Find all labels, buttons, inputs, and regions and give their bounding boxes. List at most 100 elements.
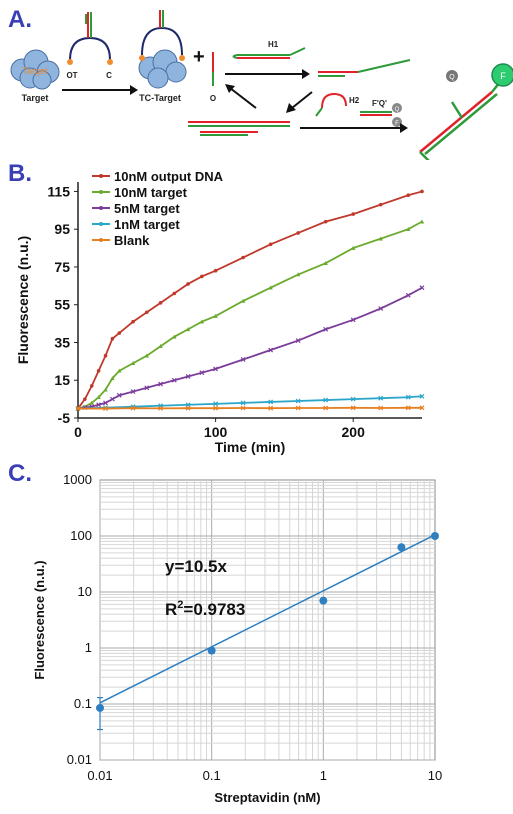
h1-hairpin-graphic <box>232 47 306 59</box>
r-squared-prefix: R <box>165 600 177 619</box>
y-tick-label: 1000 <box>63 472 92 487</box>
data-point <box>419 393 425 399</box>
data-point <box>158 344 163 349</box>
data-point <box>405 405 411 411</box>
data-point <box>158 405 163 411</box>
recycle-arrow-head <box>225 84 235 93</box>
o-h1-duplex-graphic <box>318 59 411 77</box>
data-point <box>351 245 356 250</box>
y-tick-label: 35 <box>54 334 70 350</box>
data-point <box>158 301 163 305</box>
data-point <box>172 291 177 296</box>
data-point <box>323 219 328 224</box>
panel-a-letter: A. <box>8 6 32 33</box>
data-point <box>96 395 101 400</box>
data-point <box>103 406 108 411</box>
y-tick-label: 55 <box>54 297 70 313</box>
y-tick-label: -5 <box>58 410 71 426</box>
data-point <box>199 319 205 324</box>
data-point <box>200 274 204 279</box>
data-point <box>199 370 205 376</box>
legend-label-2: 5nM target <box>114 201 180 216</box>
calibration-chart: 0.01 0.1 1 10 0.01 0.1 1 10 100 1000 Streptavidin … <box>32 472 442 805</box>
data-point <box>171 377 177 383</box>
y-tick-label: 0.01 <box>67 752 92 767</box>
data-point <box>96 703 104 712</box>
data-point <box>172 334 177 339</box>
data-point <box>350 405 356 411</box>
reporter-arrow-head <box>400 123 408 133</box>
y-tick-label: 0.1 <box>74 696 92 711</box>
series-line-0 <box>77 190 423 410</box>
data-point <box>213 401 219 407</box>
data-point <box>406 227 411 231</box>
data-point <box>378 306 384 311</box>
data-point <box>130 389 136 394</box>
data-point <box>405 394 411 400</box>
y-tick-label: 100 <box>70 528 92 543</box>
h1-h2-duplex-graphic <box>188 121 290 136</box>
data-point <box>323 397 329 403</box>
target-label: Target <box>22 93 49 103</box>
h2-label: H2 <box>349 96 360 105</box>
equation-annotation: y=10.5x <box>165 557 227 576</box>
y-tick-label: 95 <box>54 221 70 237</box>
ot-label: OT <box>66 71 77 80</box>
data-point <box>83 397 87 401</box>
legend-label-1: 10nM target <box>114 185 188 200</box>
recycle-arrow <box>229 87 257 109</box>
data-point <box>117 368 122 373</box>
r-squared-annotation: R2=0.9783 <box>165 599 245 619</box>
target-complex-graphic: Target <box>10 49 60 90</box>
data-point <box>240 298 246 303</box>
legend-marker-4 <box>99 238 103 242</box>
data-point <box>323 260 328 265</box>
data-point <box>295 405 301 411</box>
data-point <box>213 268 218 273</box>
y-tick-label: 15 <box>54 372 70 388</box>
h2-hairpin-graphic <box>315 92 347 117</box>
x-tick-label: 0.01 <box>87 768 112 783</box>
data-point <box>103 387 108 392</box>
r-squared-value: =0.9783 <box>183 600 245 619</box>
plot-area <box>99 479 436 761</box>
data-point <box>117 331 122 335</box>
data-point <box>296 231 300 235</box>
data-point <box>144 385 150 391</box>
panel-c-letter: C. <box>8 460 32 487</box>
data-point <box>131 319 135 324</box>
y-axis-label: Fluorescence (n.u.) <box>32 560 47 679</box>
x-tick-label: 100 <box>204 424 228 440</box>
data-point <box>406 193 411 198</box>
legend-label-4: Blank <box>114 233 150 248</box>
data-point <box>350 317 356 323</box>
data-point <box>75 406 81 411</box>
data-point <box>397 543 406 552</box>
plus-sign: + <box>193 46 205 68</box>
x-axis-label: Time (min) <box>215 439 286 455</box>
data-point <box>96 402 102 408</box>
data-point <box>89 400 94 405</box>
legend-marker-0 <box>99 174 103 178</box>
y-axis-label: Fluorescence (n.u.) <box>15 236 31 364</box>
series-line-2 <box>77 286 423 410</box>
data-point <box>405 292 411 298</box>
y-tick-label: 1 <box>85 640 92 655</box>
x-axis-label: Streptavidin (nM) <box>214 790 320 805</box>
target-blob-text: Target <box>22 66 48 76</box>
data-point <box>431 532 439 540</box>
legend-marker-2 <box>99 206 103 210</box>
x-tick-label: 0.1 <box>203 768 221 783</box>
ot-c-probe-graphic <box>67 12 113 65</box>
y-tick-label: 75 <box>54 259 70 275</box>
fit-line <box>99 534 436 704</box>
fluorescence-time-chart: -5 15 35 55 75 95 115 0 100 200 Time (min) Fluoresc… <box>15 169 425 455</box>
data-point <box>240 405 246 411</box>
data-point <box>419 285 425 291</box>
y-tick-label: 10 <box>78 584 92 599</box>
data-point <box>213 366 219 372</box>
data-point <box>323 326 329 332</box>
x-tick-label: 10 <box>428 768 442 783</box>
q-letter-reporter: Q <box>395 107 400 113</box>
data-point <box>185 405 191 411</box>
